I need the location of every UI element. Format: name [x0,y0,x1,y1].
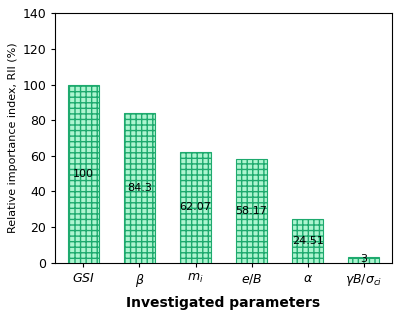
Bar [348,257,379,263]
X-axis label: Investigated parameters: Investigated parameters [126,296,320,310]
Bar [180,152,211,263]
Bar [124,113,155,263]
Text: 3: 3 [360,254,367,265]
Text: 24.51: 24.51 [292,236,324,246]
Y-axis label: Relative importance index, RII (%): Relative importance index, RII (%) [8,43,18,233]
Bar [68,85,99,263]
Text: 100: 100 [73,169,94,179]
Text: 62.07: 62.07 [180,203,212,212]
Text: 84.3: 84.3 [127,183,152,193]
Bar [236,159,267,263]
Bar [292,219,323,263]
Text: 58.17: 58.17 [236,206,268,216]
